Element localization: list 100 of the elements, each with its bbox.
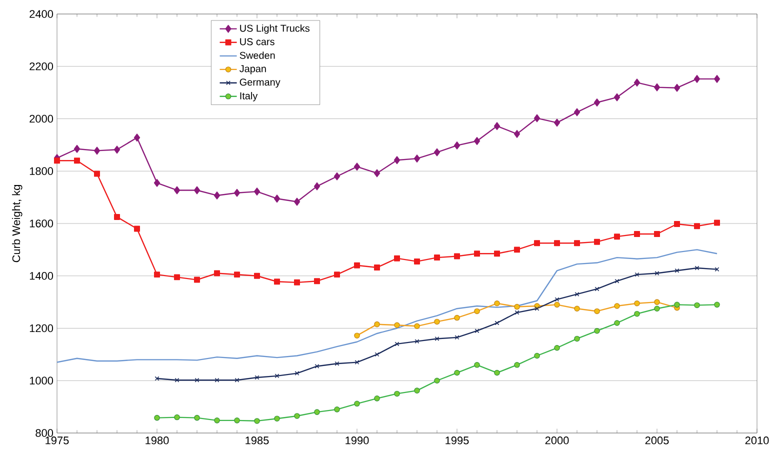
point <box>294 371 300 376</box>
point <box>634 78 640 87</box>
point <box>174 378 180 382</box>
point <box>414 258 420 264</box>
point <box>374 321 380 328</box>
point <box>474 137 480 145</box>
point <box>314 409 320 415</box>
point <box>574 336 580 342</box>
point <box>614 93 620 102</box>
point <box>54 158 60 164</box>
point <box>414 388 420 394</box>
point <box>474 328 480 334</box>
point <box>714 302 720 308</box>
y-tick-label: 2400 <box>30 10 54 18</box>
point <box>614 234 620 240</box>
point <box>594 238 600 245</box>
point <box>654 230 660 237</box>
point <box>494 320 500 326</box>
point <box>134 134 140 142</box>
x-tick-label: 1985 <box>246 436 269 444</box>
point <box>554 297 560 302</box>
point <box>514 304 520 310</box>
point <box>214 418 220 424</box>
point <box>574 292 580 296</box>
point <box>654 299 660 305</box>
point <box>114 146 120 154</box>
point <box>374 396 380 402</box>
point <box>94 170 100 177</box>
legend-label: Japan <box>240 65 266 74</box>
point <box>514 130 520 138</box>
point <box>494 250 500 257</box>
point <box>294 279 300 286</box>
y-axis-title: Curb Weight, kg <box>12 185 22 262</box>
point <box>474 362 480 368</box>
y-tick-label: 2200 <box>30 62 54 70</box>
point <box>574 240 580 246</box>
point <box>394 255 400 262</box>
point <box>374 352 380 357</box>
point <box>614 320 620 326</box>
point <box>414 323 420 330</box>
point <box>214 191 220 200</box>
legend-label: Sweden <box>240 52 275 59</box>
point <box>674 268 680 273</box>
point <box>414 339 420 344</box>
point <box>414 154 420 163</box>
point <box>534 352 540 359</box>
point <box>374 264 380 270</box>
point <box>194 414 200 421</box>
point <box>194 186 200 194</box>
point <box>114 214 120 220</box>
point <box>354 332 360 338</box>
point <box>334 406 340 412</box>
point <box>274 374 280 378</box>
point <box>594 328 600 334</box>
point <box>234 418 240 424</box>
point <box>274 416 280 422</box>
point <box>354 360 360 365</box>
point <box>514 310 520 315</box>
point <box>154 178 160 187</box>
x-tick-label: 1980 <box>146 436 169 444</box>
y-tick-label: 1600 <box>30 220 54 228</box>
legend-label: US cars <box>240 38 274 46</box>
point <box>454 335 460 340</box>
x-tick-label: 2005 <box>645 436 669 444</box>
x-tick-label: 2000 <box>545 436 569 444</box>
point <box>194 276 200 283</box>
point <box>334 172 340 180</box>
point <box>174 414 180 420</box>
legend-label: US Light Trucks <box>240 24 310 34</box>
x-tick-label: 2010 <box>745 436 769 444</box>
point <box>694 266 700 270</box>
point <box>674 302 680 308</box>
point <box>514 362 520 368</box>
point <box>234 188 240 197</box>
point <box>254 272 260 279</box>
point <box>574 306 580 312</box>
point <box>314 278 320 284</box>
point <box>394 342 400 346</box>
point <box>154 414 160 421</box>
point <box>474 308 480 314</box>
point <box>234 378 240 382</box>
point <box>294 198 300 206</box>
point <box>134 226 140 232</box>
point <box>494 122 500 130</box>
point <box>454 141 460 150</box>
point <box>94 146 100 155</box>
point <box>694 223 700 230</box>
point <box>634 310 640 317</box>
point <box>654 83 660 92</box>
x-tick-label: 1990 <box>346 436 369 444</box>
point <box>654 271 660 276</box>
point <box>354 162 360 171</box>
point <box>534 306 540 311</box>
point <box>674 84 680 92</box>
point <box>514 246 520 253</box>
point <box>594 308 600 314</box>
point <box>294 413 300 419</box>
y-tick-label: 1200 <box>30 324 54 332</box>
point <box>214 270 220 276</box>
point <box>674 221 680 228</box>
